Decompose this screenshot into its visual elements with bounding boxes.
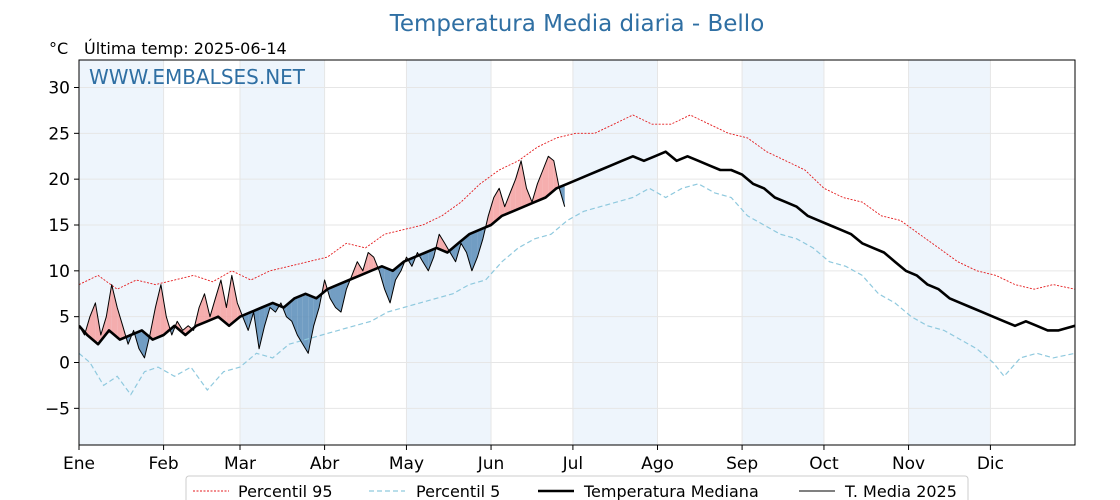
x-tick-label: Ago: [641, 454, 674, 474]
above-median-fill: [155, 284, 161, 339]
month-band-ene: [79, 60, 164, 445]
above-median-fill: [220, 280, 227, 324]
x-tick-label: Mar: [224, 454, 256, 474]
above-median-fill: [537, 170, 543, 201]
above-median-fill: [89, 302, 96, 342]
legend: Percentil 95 Percentil 5 Temperatura Med…: [185, 475, 969, 500]
last-temp-label: Última temp: 2025-06-14: [84, 39, 287, 58]
below-median-fill: [384, 267, 391, 303]
above-median-fill: [117, 307, 123, 339]
median-temperature-line: [79, 150, 1075, 346]
legend-label-p5: Percentil 5: [416, 482, 500, 500]
below-median-fill: [308, 294, 314, 354]
x-axis: Ene Feb Mar Abr May Jun Jul Ago Sep Oct Nov Dic: [63, 445, 1004, 474]
percentile-5-line: [79, 183, 1075, 396]
x-tick-label: May: [389, 454, 424, 474]
x-tick-label: Nov: [892, 454, 925, 474]
legend-box: [185, 475, 969, 500]
below-median-fill: [313, 296, 320, 326]
y-tick-label: 15: [48, 216, 70, 236]
y-tick-label: 20: [48, 170, 70, 190]
x-tick-label: Oct: [809, 454, 839, 474]
plot-frame: [78, 59, 1076, 446]
below-median-fill: [422, 251, 429, 271]
above-median-fill: [231, 275, 238, 324]
x-tick-label: Jun: [477, 454, 505, 474]
chart-title: Temperatura Media diaria - Bello: [389, 11, 765, 37]
below-median-fill: [270, 304, 276, 313]
above-median-fill: [357, 261, 363, 277]
below-median-fill: [330, 285, 336, 308]
legend-label-median: Temperatura Mediana: [583, 482, 759, 500]
x-tick-label: Feb: [149, 454, 179, 474]
legend-label-2025: T. Media 2025: [844, 482, 957, 500]
y-tick-label: 10: [48, 262, 70, 282]
below-median-fill: [291, 297, 298, 335]
above-median-fill: [106, 284, 112, 334]
x-tick-label: Abr: [310, 454, 339, 474]
below-median-fill: [477, 228, 483, 258]
above-median-fill: [111, 284, 118, 338]
above-median-fill: [368, 252, 374, 272]
x-tick-label: Jul: [562, 454, 584, 474]
month-band-mar: [239, 60, 325, 445]
below-median-fill: [297, 294, 303, 345]
above-median-fill: [499, 188, 505, 219]
above-median-fill: [488, 197, 494, 227]
unit-label: °C: [49, 39, 68, 58]
y-tick-label: −5: [45, 399, 70, 419]
y-tick-label: 5: [59, 308, 70, 328]
y-tick-label: 0: [59, 354, 70, 374]
legend-label-p95: Percentil 95: [238, 482, 333, 500]
month-bands: [79, 60, 991, 445]
below-median-fill: [335, 283, 341, 313]
temperature-2025-line: [79, 155, 566, 359]
x-tick-label: Sep: [726, 454, 758, 474]
x-tick-label: Ene: [63, 454, 95, 474]
month-band-nov: [908, 60, 991, 445]
above-median-fill: [493, 188, 500, 223]
below-median-fill: [428, 249, 434, 271]
above-median-fill: [521, 160, 527, 208]
below-median-fill: [471, 230, 478, 271]
percentile-95-line: [79, 114, 1075, 290]
above-median-fill: [510, 179, 516, 213]
above-median-fill: [504, 192, 511, 215]
x-tick-label: Dic: [977, 454, 1004, 474]
above-median-fill: [439, 234, 445, 252]
y-tick-label: 25: [48, 124, 70, 144]
above-median-fill: [548, 156, 554, 196]
y-tick-label: 30: [48, 79, 70, 99]
month-band-jul: [572, 60, 658, 445]
above-median-fill: [199, 293, 205, 325]
below-median-fill: [259, 306, 265, 349]
above-median-fill: [160, 284, 167, 337]
month-band-sep: [742, 60, 824, 445]
below-median-fill: [139, 331, 145, 358]
below-median-fill: [390, 268, 396, 303]
above-median-fill: [515, 160, 522, 211]
watermark: WWW.EMBALSES.NET: [89, 65, 306, 89]
above-median-fill: [215, 280, 221, 319]
y-axis: 30 25 20 15 10 5 0 −5: [45, 79, 79, 419]
above-median-fill: [226, 275, 232, 324]
below-median-fill: [466, 233, 472, 271]
